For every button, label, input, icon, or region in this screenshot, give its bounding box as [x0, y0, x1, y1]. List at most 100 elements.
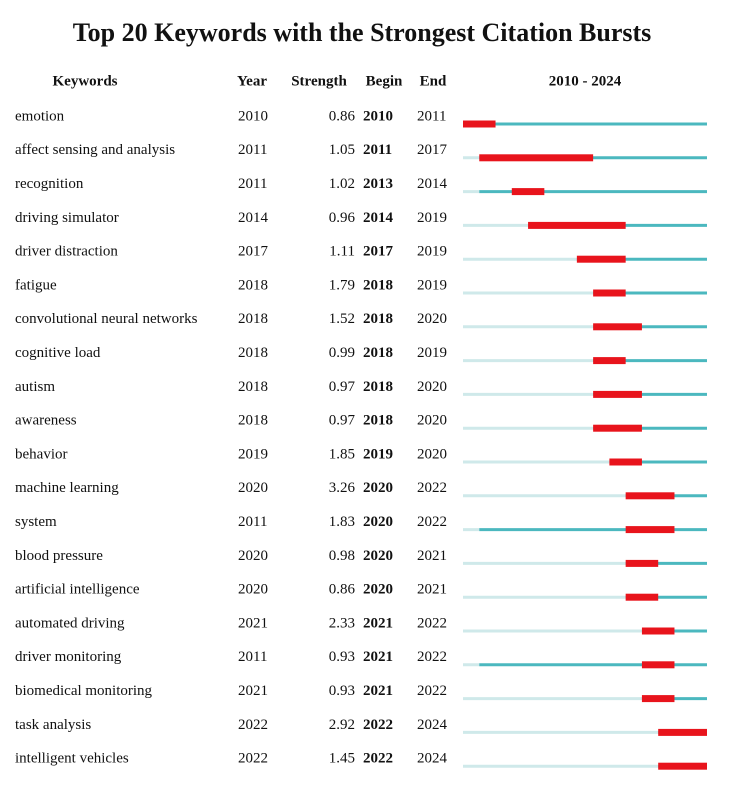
- strength: 0.93: [329, 683, 355, 699]
- burst-bar: [609, 458, 642, 466]
- keyword: fatigue: [15, 277, 57, 293]
- strength: 1.05: [329, 142, 355, 158]
- end: 2019: [417, 345, 447, 361]
- end: 2022: [417, 615, 447, 631]
- keyword: machine learning: [15, 480, 119, 496]
- end: 2024: [417, 751, 448, 767]
- burst-bar: [658, 762, 707, 770]
- column-header: 2010 - 2024: [549, 73, 622, 89]
- burst-bar: [576, 255, 626, 263]
- strength: 1.83: [329, 514, 355, 530]
- burst-bar: [625, 593, 659, 601]
- end: 2019: [417, 210, 447, 226]
- begin: 2018: [363, 277, 393, 293]
- begin: 2022: [363, 751, 393, 767]
- end: 2022: [417, 683, 447, 699]
- burst-bar: [593, 323, 642, 331]
- year: 2014: [238, 210, 269, 226]
- burst-bar: [658, 728, 707, 736]
- year: 2020: [238, 582, 268, 598]
- end: 2022: [417, 514, 447, 530]
- begin: 2013: [363, 176, 393, 192]
- keyword: driving simulator: [15, 210, 119, 226]
- year: 2010: [238, 108, 268, 124]
- begin: 2014: [363, 210, 394, 226]
- burst-bar: [593, 357, 626, 365]
- strength: 1.02: [329, 176, 355, 192]
- burst-bar: [641, 627, 675, 635]
- end: 2020: [417, 311, 447, 327]
- column-header: End: [420, 73, 447, 89]
- year: 2011: [238, 176, 267, 192]
- end: 2011: [417, 108, 446, 124]
- strength: 3.26: [329, 480, 356, 496]
- column-header: Begin: [366, 73, 403, 89]
- keyword: autism: [15, 379, 55, 395]
- strength: 1.79: [329, 277, 355, 293]
- strength: 0.96: [329, 210, 356, 226]
- end: 2021: [417, 548, 447, 564]
- year: 2018: [238, 345, 268, 361]
- year: 2017: [238, 244, 269, 260]
- burst-bar: [593, 390, 642, 398]
- begin: 2010: [363, 108, 393, 124]
- column-header: Keywords: [53, 73, 118, 89]
- begin: 2018: [363, 413, 393, 429]
- strength: 0.97: [329, 379, 356, 395]
- year: 2018: [238, 379, 268, 395]
- year: 2011: [238, 514, 267, 530]
- begin: 2020: [363, 514, 393, 530]
- end: 2020: [417, 379, 447, 395]
- strength: 2.92: [329, 717, 355, 733]
- keyword: awareness: [15, 413, 77, 429]
- begin: 2018: [363, 311, 393, 327]
- strength: 1.45: [329, 751, 355, 767]
- end: 2014: [417, 176, 448, 192]
- keyword: recognition: [15, 176, 84, 192]
- strength: 0.97: [329, 413, 356, 429]
- year: 2018: [238, 277, 268, 293]
- burst-bar: [641, 661, 675, 669]
- begin: 2017: [363, 244, 394, 260]
- strength: 1.11: [329, 244, 355, 260]
- begin: 2021: [363, 649, 393, 665]
- burst-bar: [593, 289, 626, 297]
- end: 2022: [417, 649, 447, 665]
- year: 2019: [238, 446, 268, 462]
- keyword: driver distraction: [15, 244, 118, 260]
- strength: 0.98: [329, 548, 355, 564]
- keyword: behavior: [15, 446, 67, 462]
- begin: 2020: [363, 548, 393, 564]
- strength: 0.93: [329, 649, 355, 665]
- burst-bar: [593, 424, 642, 432]
- year: 2020: [238, 480, 268, 496]
- strength: 0.86: [329, 582, 356, 598]
- keyword: driver monitoring: [15, 649, 122, 665]
- year: 2011: [238, 649, 267, 665]
- begin: 2018: [363, 379, 393, 395]
- burst-bar: [625, 492, 675, 500]
- year: 2018: [238, 413, 268, 429]
- year: 2018: [238, 311, 268, 327]
- strength: 1.52: [329, 311, 355, 327]
- keyword: convolutional neural networks: [15, 311, 198, 327]
- begin: 2020: [363, 582, 393, 598]
- burst-bar: [641, 695, 675, 703]
- year: 2021: [238, 615, 268, 631]
- begin: 2019: [363, 446, 393, 462]
- keyword: blood pressure: [15, 548, 103, 564]
- title: Top 20 Keywords with the Strongest Citat…: [73, 18, 652, 47]
- end: 2021: [417, 582, 447, 598]
- strength: 0.99: [329, 345, 355, 361]
- begin: 2021: [363, 615, 393, 631]
- keyword: artificial intelligence: [15, 582, 140, 598]
- strength: 2.33: [329, 615, 355, 631]
- begin: 2021: [363, 683, 393, 699]
- year: 2022: [238, 717, 268, 733]
- begin: 2018: [363, 345, 393, 361]
- end: 2022: [417, 480, 447, 496]
- end: 2019: [417, 277, 447, 293]
- burst-bar: [625, 559, 659, 567]
